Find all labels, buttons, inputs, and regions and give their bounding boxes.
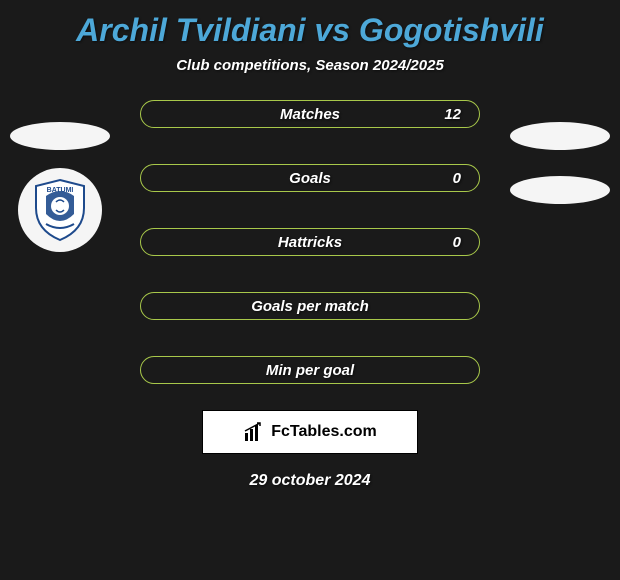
left-column: BATUMI bbox=[10, 122, 110, 252]
stat-label: Matches bbox=[280, 106, 340, 123]
stat-row: Hattricks 0 bbox=[40, 228, 580, 256]
stat-row: Matches 12 bbox=[40, 100, 580, 128]
stat-bar-goals: Goals 0 bbox=[140, 164, 480, 192]
right-column bbox=[510, 122, 610, 204]
stat-label: Hattricks bbox=[278, 234, 342, 251]
stat-bar-gpm: Goals per match bbox=[140, 292, 480, 320]
stat-value: 0 bbox=[453, 234, 461, 251]
player-photo-right-2 bbox=[510, 176, 610, 204]
stat-bar-matches: Matches 12 bbox=[140, 100, 480, 128]
stat-bar-mpg: Min per goal bbox=[140, 356, 480, 384]
player-photo-right-1 bbox=[510, 122, 610, 150]
stat-value: 12 bbox=[444, 106, 461, 123]
date-text: 29 october 2024 bbox=[0, 454, 620, 490]
player-photo-left bbox=[10, 122, 110, 150]
club-badge-left: BATUMI bbox=[18, 168, 102, 252]
brand-text: FcTables.com bbox=[271, 423, 377, 441]
stat-label: Goals per match bbox=[251, 298, 369, 315]
stat-label: Goals bbox=[289, 170, 331, 187]
stat-bar-hattricks: Hattricks 0 bbox=[140, 228, 480, 256]
subtitle: Club competitions, Season 2024/2025 bbox=[0, 57, 620, 100]
stat-row: Goals 0 bbox=[40, 164, 580, 192]
stat-row: Min per goal bbox=[40, 356, 580, 384]
club-crest-icon: BATUMI bbox=[26, 176, 94, 244]
page-title: Archil Tvildiani vs Gogotishvili bbox=[0, 0, 620, 57]
stat-row: Goals per match bbox=[40, 292, 580, 320]
stat-label: Min per goal bbox=[266, 362, 354, 379]
brand-chart-icon bbox=[243, 421, 265, 443]
brand-box: FcTables.com bbox=[202, 410, 418, 454]
stat-value: 0 bbox=[453, 170, 461, 187]
